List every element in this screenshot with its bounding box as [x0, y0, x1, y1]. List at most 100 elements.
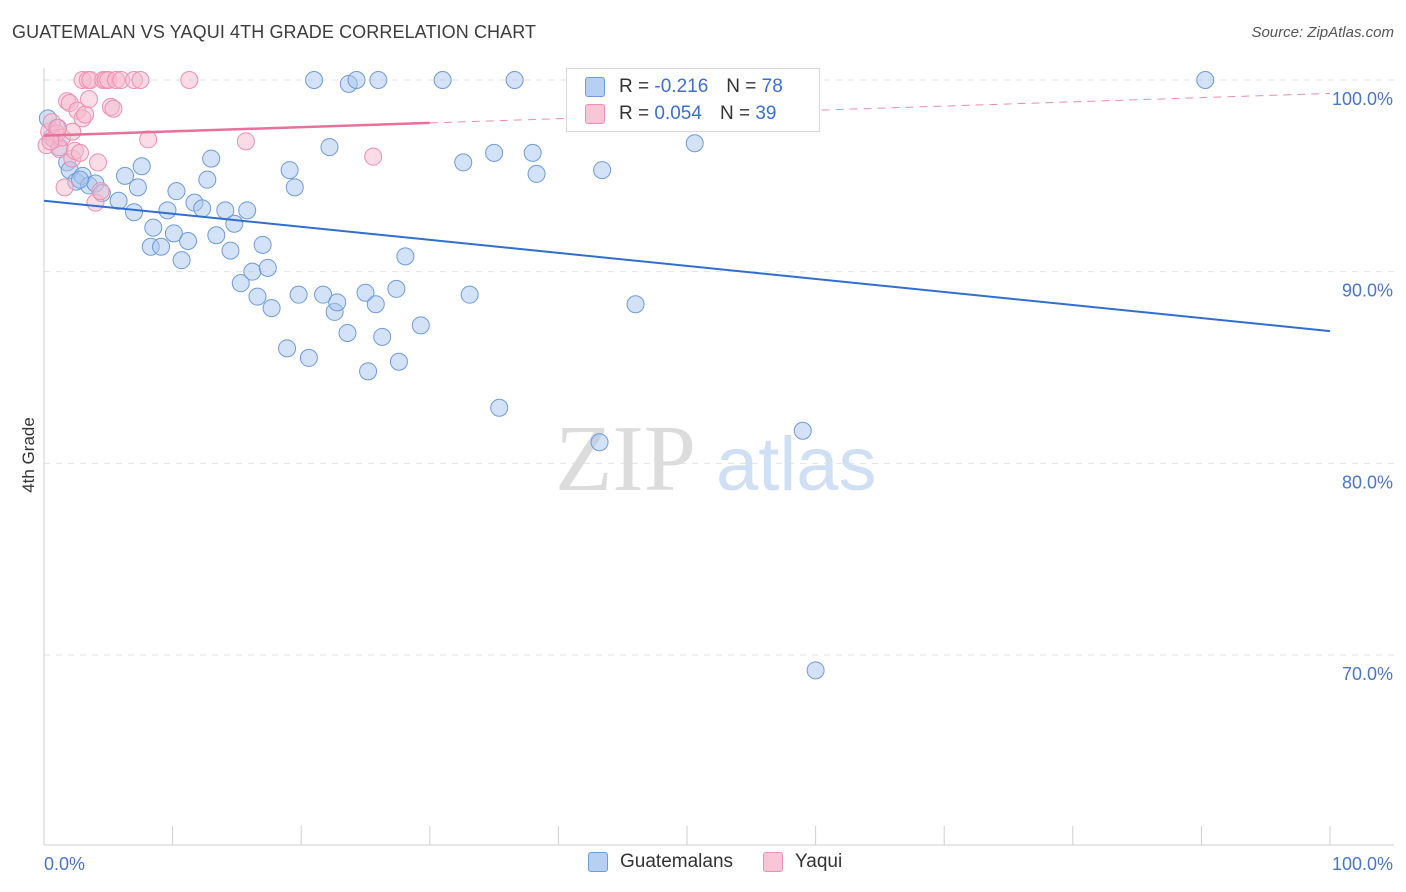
yaqui-point	[41, 132, 60, 151]
guatemalan-swatch	[588, 852, 608, 872]
guatemalan-point	[289, 285, 308, 304]
guatemalan-point	[356, 283, 375, 302]
guatemalan-point	[523, 143, 542, 162]
guatemalan-point	[389, 352, 408, 371]
guatemalan-point	[152, 237, 171, 256]
legend-row-guatemalans: R = -0.216 N = 78	[585, 75, 783, 99]
guatemalan-point	[280, 161, 299, 180]
legend-n-value: 39	[755, 103, 777, 124]
guatemalan-points	[38, 71, 1215, 680]
guatemalan-point	[225, 214, 244, 233]
guatemalan-point	[144, 218, 163, 237]
guatemalan-point	[505, 71, 524, 89]
yaqui-point	[80, 90, 99, 109]
series-legend: Guatemalans Yaqui	[588, 851, 872, 873]
guatemalan-point	[366, 295, 385, 314]
yaqui-point	[49, 118, 68, 137]
guatemalan-point	[347, 71, 366, 89]
guatemalan-point	[433, 71, 452, 89]
x-tick-label: 0.0%	[44, 854, 85, 874]
y-tick-label: 80.0%	[1342, 472, 1393, 492]
y-tick-label: 100.0%	[1332, 89, 1393, 109]
guatemalan-point	[338, 324, 357, 342]
guatemalan-point	[299, 348, 318, 367]
guatemalan-point	[207, 226, 226, 245]
guatemalan-point	[806, 661, 825, 680]
guatemalan-point	[626, 295, 645, 314]
guatemalan-point	[314, 285, 333, 304]
legend-r-value: -0.216	[654, 76, 709, 97]
legend-row-yaqui: R = 0.054 N = 39	[585, 102, 776, 126]
guatemalan-point	[593, 161, 612, 180]
legend-label: Guatemalans	[620, 851, 734, 872]
guatemalan-point	[460, 285, 479, 304]
guatemalan-point	[258, 258, 277, 277]
legend-r-label: R =	[619, 76, 650, 97]
yaqui-point	[91, 182, 110, 201]
guatemalan-point	[158, 201, 177, 220]
guatemalan-point	[71, 170, 90, 189]
guatemalan-point	[359, 362, 378, 381]
watermark: ZIP atlas	[555, 407, 877, 511]
guatemalan-point	[411, 316, 430, 335]
guatemalan-point	[164, 224, 183, 243]
guatemalan-point	[590, 433, 609, 452]
trend-lines	[43, 92, 1331, 333]
guatemalan-point	[116, 166, 135, 185]
guatemalan-trend-line	[43, 199, 1331, 333]
guatemalan-point	[793, 421, 812, 440]
guatemalan-point	[167, 182, 186, 201]
yaqui-point	[89, 153, 108, 172]
yaqui-point	[76, 105, 95, 124]
guatemalan-point	[685, 134, 704, 153]
guatemalan-point	[253, 235, 272, 254]
y-tick-label: 70.0%	[1342, 664, 1393, 684]
y-tick-label: 90.0%	[1342, 281, 1393, 301]
guatemalan-point	[243, 262, 262, 281]
y-axis-label: 4th Grade	[19, 417, 38, 493]
guatemalan-point	[132, 157, 151, 176]
guatemalan-point	[328, 293, 347, 312]
guatemalan-point	[490, 398, 509, 417]
legend-r-label: R =	[619, 103, 650, 124]
guatemalan-point	[262, 299, 281, 318]
guatemalan-point	[231, 274, 250, 293]
guatemalan-point	[198, 170, 217, 189]
yaqui-point	[180, 71, 199, 89]
yaqui-point	[71, 143, 90, 162]
legend-item-yaqui: Yaqui	[763, 851, 842, 873]
guatemalan-swatch	[585, 77, 605, 97]
guatemalan-point	[221, 241, 240, 260]
legend-n-label: N =	[719, 103, 751, 124]
guatemalan-point	[454, 153, 473, 172]
guatemalan-point	[527, 164, 546, 183]
guatemalan-point	[373, 327, 392, 346]
watermark-zip: ZIP	[555, 407, 696, 511]
chart-title: GUATEMALAN VS YAQUI 4TH GRADE CORRELATIO…	[12, 22, 537, 42]
yaqui-points	[37, 71, 383, 212]
guatemalan-point	[128, 178, 147, 197]
yaqui-point	[236, 132, 255, 151]
guatemalan-point	[396, 247, 415, 266]
yaqui-swatch	[585, 104, 605, 124]
yaqui-point	[55, 178, 74, 197]
guatemalan-point	[278, 339, 297, 358]
guatemalan-point	[369, 71, 388, 89]
guatemalan-point	[193, 199, 212, 218]
yaqui-point	[104, 99, 123, 118]
axes	[43, 68, 1394, 846]
grid-lines	[44, 79, 1394, 656]
guatemalan-point	[387, 279, 406, 298]
x-tick-label: 100.0%	[1332, 854, 1393, 874]
yaqui-point	[139, 130, 158, 149]
legend-item-guatemalans: Guatemalans	[588, 851, 733, 873]
yaqui-swatch	[763, 852, 784, 872]
legend-n-label: N =	[726, 76, 757, 97]
source-label: Source: ZipAtlas.com	[1251, 24, 1394, 41]
guatemalan-point	[485, 143, 504, 162]
guatemalan-point	[125, 203, 144, 222]
guatemalan-point	[109, 191, 128, 210]
legend-r-value: 0.054	[654, 103, 702, 124]
guatemalan-point	[202, 149, 221, 168]
